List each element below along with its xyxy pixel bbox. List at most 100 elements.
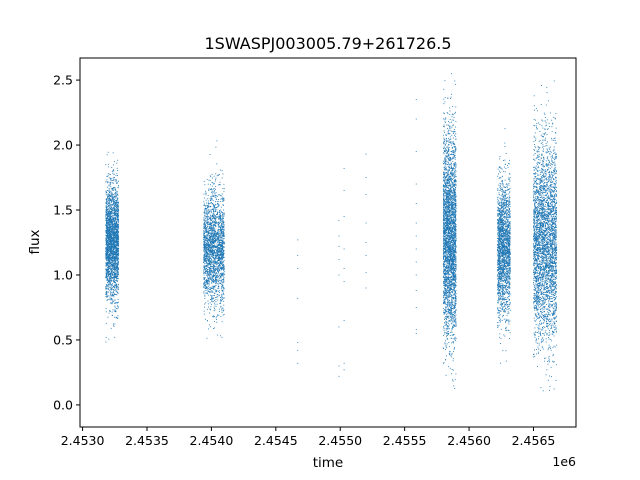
data-point xyxy=(216,245,218,247)
data-point xyxy=(116,244,118,246)
data-point xyxy=(210,263,212,265)
data-point xyxy=(204,231,206,233)
data-point xyxy=(111,199,112,201)
data-point xyxy=(106,273,108,275)
data-point xyxy=(114,236,116,238)
data-point xyxy=(114,176,116,178)
data-point xyxy=(110,222,111,224)
data-point xyxy=(116,183,118,184)
data-point xyxy=(117,209,119,211)
data-point xyxy=(113,213,115,215)
data-point xyxy=(221,290,223,292)
data-point xyxy=(454,295,456,297)
data-point xyxy=(209,220,211,222)
data-point xyxy=(116,242,118,244)
data-point xyxy=(212,272,214,274)
data-point xyxy=(212,254,214,256)
data-point xyxy=(204,294,206,296)
data-point xyxy=(205,261,207,263)
data-point xyxy=(108,194,110,196)
data-point xyxy=(105,190,107,192)
data-point xyxy=(451,234,452,235)
data-point xyxy=(444,278,445,280)
data-point xyxy=(221,249,223,251)
data-point xyxy=(108,266,110,268)
data-point xyxy=(206,216,207,218)
data-point xyxy=(108,205,110,206)
data-point xyxy=(111,222,113,224)
data-point xyxy=(108,288,110,290)
data-point xyxy=(113,243,115,245)
data-point xyxy=(105,287,107,289)
data-point xyxy=(116,281,118,282)
data-point xyxy=(107,241,109,243)
data-point xyxy=(208,255,210,257)
data-point xyxy=(114,287,116,289)
data-point xyxy=(112,234,114,235)
data-point xyxy=(208,324,210,326)
data-point xyxy=(214,258,216,260)
data-point xyxy=(445,225,447,227)
data-point xyxy=(221,248,223,250)
data-point xyxy=(223,255,224,257)
data-point xyxy=(210,223,211,225)
data-point xyxy=(222,188,224,189)
data-point xyxy=(113,274,115,276)
data-point xyxy=(109,310,111,312)
data-point xyxy=(208,266,210,268)
data-point xyxy=(116,264,118,266)
data-point xyxy=(114,202,116,204)
data-point xyxy=(447,243,449,245)
data-point xyxy=(221,243,223,245)
data-point xyxy=(206,213,208,215)
data-point xyxy=(210,196,212,198)
data-point xyxy=(206,262,208,264)
data-point xyxy=(105,219,107,221)
data-point xyxy=(108,202,110,204)
data-point xyxy=(118,227,120,229)
data-point xyxy=(205,255,207,257)
data-point xyxy=(208,271,210,273)
data-point xyxy=(204,247,206,249)
data-point xyxy=(117,249,118,251)
data-point xyxy=(209,243,211,245)
data-point xyxy=(113,223,115,225)
data-point xyxy=(218,234,220,236)
data-point xyxy=(212,242,214,244)
data-point xyxy=(207,230,209,232)
data-point xyxy=(448,266,450,268)
data-point xyxy=(208,256,210,257)
data-point xyxy=(217,223,219,225)
data-point xyxy=(112,194,114,196)
data-point xyxy=(115,236,117,238)
data-point xyxy=(105,253,107,255)
data-point xyxy=(203,226,205,228)
data-point xyxy=(108,256,110,258)
data-point xyxy=(115,289,117,290)
data-point xyxy=(109,201,111,203)
data-point xyxy=(114,192,116,194)
data-point xyxy=(105,214,107,216)
data-point xyxy=(221,246,223,248)
data-point xyxy=(215,216,217,218)
data-point xyxy=(110,240,112,242)
data-point xyxy=(220,269,222,271)
data-point xyxy=(112,206,114,208)
data-point xyxy=(221,263,223,265)
data-point xyxy=(206,279,208,280)
data-point xyxy=(213,255,215,257)
data-point xyxy=(115,202,117,203)
data-point xyxy=(210,250,211,252)
data-point xyxy=(105,192,107,194)
data-point xyxy=(111,195,113,197)
data-point xyxy=(209,175,211,177)
data-point xyxy=(223,199,225,201)
data-point xyxy=(214,234,216,236)
data-point xyxy=(215,222,217,224)
data-point xyxy=(214,220,215,222)
data-point xyxy=(109,211,111,213)
data-point xyxy=(113,248,115,250)
data-point xyxy=(117,298,119,300)
data-point xyxy=(215,204,217,206)
data-point xyxy=(204,237,205,239)
